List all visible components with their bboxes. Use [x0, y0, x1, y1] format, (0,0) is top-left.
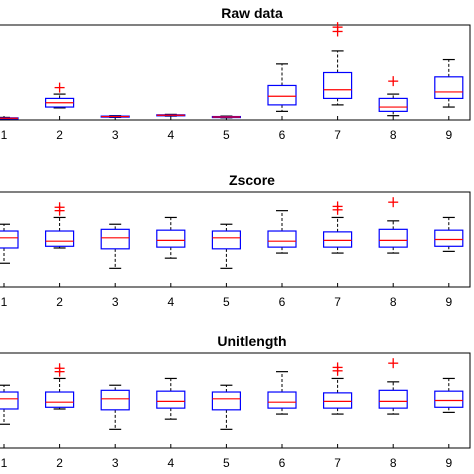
box-group: 9 [434, 216, 464, 309]
x-tick-label: 4 [167, 295, 174, 309]
x-tick-label: 7 [334, 128, 341, 142]
box-group: 1 [0, 116, 19, 142]
x-tick-label: 8 [390, 295, 397, 309]
x-tick-label: 6 [279, 295, 286, 309]
panel-title: Raw data [221, 5, 283, 21]
box-group: 6 [267, 63, 297, 142]
outlier-marker [54, 202, 65, 213]
box-group: 8 [378, 76, 408, 142]
iqr-box [323, 392, 353, 409]
box-group: 3 [100, 223, 130, 309]
box-group: 7 [323, 362, 353, 470]
outlier-marker [388, 358, 399, 369]
iqr-box [0, 391, 19, 410]
box-group: 8 [378, 358, 408, 470]
box-group: 6 [267, 210, 297, 309]
panel-raw-data: Raw data 1 2 3 4 5 6 7 8 9 [0, 5, 471, 142]
box-group: 2 [44, 202, 75, 309]
outlier-marker [332, 22, 343, 33]
plot-area-frame [0, 352, 471, 449]
x-tick-label: 2 [56, 295, 63, 309]
panel-title: Zscore [229, 172, 275, 188]
box-group: 4 [156, 113, 186, 142]
box-group: 5 [211, 115, 241, 142]
x-tick-label: 9 [445, 295, 452, 309]
iqr-box [434, 229, 464, 247]
box-group: 7 [323, 22, 353, 142]
x-tick-label: 1 [1, 295, 8, 309]
iqr-box [267, 391, 297, 409]
x-tick-label: 6 [279, 128, 286, 142]
x-tick-label: 5 [223, 128, 230, 142]
box-group: 2 [44, 363, 75, 470]
panel-marks: 1 2 3 4 5 6 7 8 9 [0, 22, 471, 142]
x-tick-label: 4 [167, 456, 174, 470]
iqr-box [156, 229, 186, 248]
plot-area-frame [0, 24, 471, 121]
x-tick-label: 2 [56, 456, 63, 470]
iqr-box [0, 230, 19, 249]
box-group: 4 [156, 216, 186, 309]
box-group: 3 [100, 115, 130, 142]
x-tick-label: 8 [390, 128, 397, 142]
iqr-box [156, 390, 186, 409]
iqr-box [323, 231, 353, 248]
box-group: 5 [211, 223, 241, 309]
iqr-box [44, 391, 75, 408]
x-tick-label: 2 [56, 128, 63, 142]
x-tick-label: 7 [334, 456, 341, 470]
box-group: 5 [211, 384, 241, 470]
box-group: 2 [44, 82, 75, 142]
panel-unitlength: Unitlength 1 2 3 4 5 6 7 8 9 [0, 333, 471, 470]
iqr-box [44, 230, 75, 247]
iqr-box [267, 230, 297, 248]
x-tick-label: 7 [334, 295, 341, 309]
box-group: 1 [0, 223, 19, 309]
x-tick-label: 9 [445, 456, 452, 470]
x-tick-label: 3 [112, 456, 119, 470]
x-tick-label: 5 [223, 456, 230, 470]
x-tick-label: 6 [279, 456, 286, 470]
x-tick-label: 9 [445, 128, 452, 142]
iqr-box [378, 228, 408, 248]
x-tick-label: 1 [1, 128, 8, 142]
x-tick-label: 1 [1, 456, 8, 470]
outlier-marker [388, 197, 399, 208]
outlier-marker [388, 76, 399, 87]
iqr-box [267, 84, 297, 106]
x-tick-label: 8 [390, 456, 397, 470]
iqr-box [378, 97, 408, 112]
box-group: 1 [0, 384, 19, 470]
box-group: 8 [378, 197, 408, 309]
iqr-box [378, 389, 408, 409]
panel-title: Unitlength [217, 333, 286, 349]
x-tick-label: 3 [112, 128, 119, 142]
iqr-box [434, 76, 464, 100]
iqr-box [211, 230, 241, 250]
iqr-box [100, 228, 130, 250]
panel-marks: 1 2 3 4 5 6 7 8 9 [0, 352, 471, 470]
iqr-box [434, 390, 464, 408]
box-group: 3 [100, 384, 130, 470]
box-group: 7 [323, 201, 353, 309]
outlier-marker [332, 201, 343, 212]
box-group: 4 [156, 377, 186, 470]
x-tick-label: 4 [167, 128, 174, 142]
x-tick-label: 3 [112, 295, 119, 309]
panel-marks: 1 2 3 4 5 6 7 8 9 [0, 191, 471, 309]
outlier-marker [54, 363, 65, 374]
panel-zscore: Zscore 1 2 3 4 5 6 7 8 9 [0, 172, 471, 309]
box-group: 6 [267, 371, 297, 470]
outlier-marker [332, 362, 343, 373]
outlier-marker [54, 82, 65, 93]
iqr-box [211, 391, 241, 411]
x-tick-label: 5 [223, 295, 230, 309]
iqr-box [100, 389, 130, 411]
plot-area-frame [0, 191, 471, 288]
box-group: 9 [434, 58, 464, 142]
box-group: 9 [434, 377, 464, 470]
iqr-box [323, 71, 353, 100]
